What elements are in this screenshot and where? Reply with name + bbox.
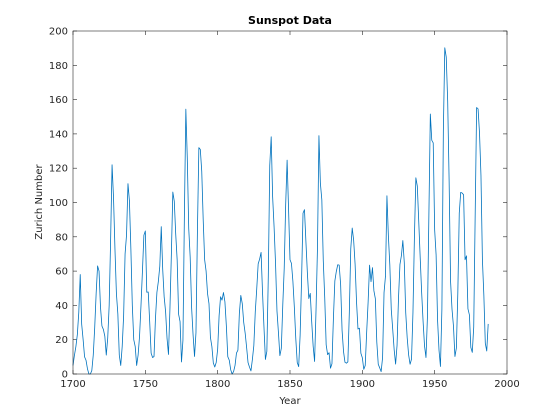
x-tick-label: 1800 [205,379,230,390]
y-tick-label: 120 [49,164,68,175]
x-tick-label: 1850 [277,379,302,390]
plot-background [73,31,507,374]
y-tick-label: 80 [55,232,68,243]
x-axis-label: Year [278,396,301,407]
y-tick-label: 40 [55,301,68,312]
y-tick-label: 180 [49,61,68,72]
y-tick-label: 140 [49,129,68,140]
y-tick-label: 100 [49,198,68,209]
series-line [72,47,489,375]
y-tick-label: 0 [62,370,68,381]
x-tick-label: 1700 [60,379,85,390]
tick-layer: 1700 1750 1800 1850 1900 1950 2000 0 20 40 60 80 100… [49,27,520,391]
x-tick-label: 1750 [133,379,158,390]
x-tick-label: 2000 [494,379,519,390]
x-tick-label: 1900 [350,379,375,390]
y-tick-label: 160 [49,95,68,106]
chart-title: Sunspot Data [248,14,332,27]
y-axis-label: Zurich Number [34,163,45,239]
y-tick-label: 60 [55,267,68,278]
axes-box [72,30,508,375]
x-tick-label: 1950 [422,379,447,390]
y-tick-label: 20 [55,335,68,346]
y-tick-label: 200 [49,27,68,38]
